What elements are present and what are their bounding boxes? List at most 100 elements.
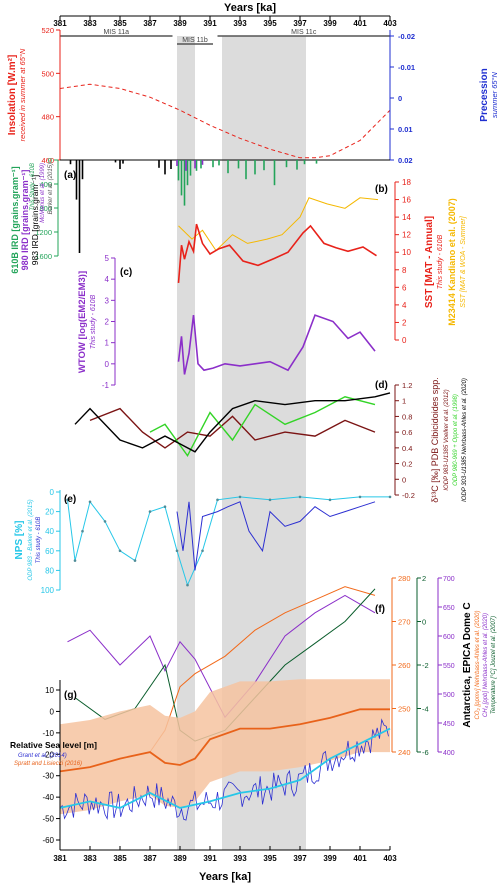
- wtow-axis-label: WTOW [log(EM2/EM3)]: [77, 271, 88, 373]
- rsl-grant-smooth-curve: [59, 727, 391, 809]
- rsl-tick-label: -30: [42, 772, 54, 781]
- temp-tick-label: 2: [422, 574, 426, 583]
- m23414-sst-curve: [178, 197, 379, 252]
- ird-983-source: Barker et al. (2015): [48, 163, 54, 214]
- top-x-axis: Years [ka] 381 383 385 387 389 391 393 395 397 39…: [53, 2, 397, 28]
- ird-tick-label: 1600: [35, 252, 52, 261]
- ch4-tick-label: 500: [443, 692, 455, 699]
- sst-tick-label: 16: [402, 196, 411, 205]
- sst-tick-label: 2: [402, 318, 407, 327]
- d13c-tick-label: 1: [402, 397, 406, 406]
- bottom-tick-label: 383: [83, 854, 97, 863]
- top-tick-labels: 381 383 385 387 389 391 393 395 397 399 401 403: [53, 16, 397, 28]
- ch4-tick-label: 650: [443, 605, 455, 612]
- ird-bar-610B: [285, 160, 288, 168]
- ird-bar-983: [119, 160, 121, 169]
- ird-983-label: 983 IRD [grains.gram⁻¹]: [30, 175, 40, 265]
- rsl-tick-label: -40: [42, 793, 54, 802]
- d13c-tick-label: 0.4: [402, 444, 412, 453]
- bottom-tick-label: 393: [233, 854, 247, 863]
- bottom-tick-label: 389: [173, 854, 187, 863]
- nps-983-point: [216, 498, 219, 502]
- wtow-tick-label: 4: [105, 275, 110, 284]
- temp-tick-label: 0: [422, 618, 426, 627]
- insolation-axis-label: Insolation [W.m²]: [7, 55, 18, 136]
- rsl-axis-label: Relative Sea level [m]: [10, 740, 97, 750]
- ird-bar-610B: [296, 160, 298, 170]
- d13c-u1385-curve: [74, 392, 391, 453]
- precession-tick-label: -0.02: [398, 32, 415, 41]
- sst-tick-label: 18: [402, 178, 411, 187]
- sst-tick-label: 8: [402, 266, 407, 275]
- nps-tick-label: 20: [45, 508, 54, 517]
- nps-983-point: [298, 495, 302, 499]
- ird-bar-980: [185, 160, 187, 171]
- temp-tick-label: -6: [422, 748, 429, 757]
- nps-tick-label: 100: [41, 586, 55, 595]
- wtow-tick-label: 0: [105, 360, 110, 369]
- sst-tick-label: 12: [402, 231, 411, 240]
- temp-tick-label: -2: [422, 661, 429, 670]
- ird-tick-label: 1200: [35, 228, 52, 237]
- top-tick-label: 397: [293, 19, 307, 28]
- nps-983-point: [175, 549, 179, 553]
- rsl-grant-curve: [59, 718, 389, 821]
- top-tick-label: 389: [173, 19, 187, 28]
- ird-bar-983: [75, 160, 78, 200]
- sst-curve: [177, 223, 377, 283]
- ird-bar-610B: [315, 160, 318, 164]
- nps-983-point: [133, 559, 137, 562]
- ird-bar-610B: [189, 160, 192, 176]
- nps-983-point: [186, 583, 189, 587]
- antarctica-axis-label: Antarctica, EPICA Dome C: [462, 602, 473, 727]
- panel-letter-g: (g): [64, 690, 77, 701]
- ird-bar-610B: [237, 160, 240, 169]
- nps-983-point: [148, 510, 152, 513]
- panel-letter-c: (c): [120, 267, 132, 278]
- co2-curve: [149, 586, 376, 753]
- insolation-tick-label: 460: [41, 156, 54, 165]
- rsl-tick-label: 10: [45, 686, 54, 695]
- nps-983-point: [88, 500, 92, 504]
- sst-tick-label: 14: [402, 213, 411, 222]
- panel-letter-a: (a): [64, 170, 76, 181]
- wtow-tick-label: 3: [105, 296, 110, 305]
- nps-983-point: [268, 498, 272, 502]
- nps-983-point: [103, 520, 107, 523]
- rsl-spratt-curve: [59, 708, 390, 773]
- ird-980-source: McManus et al. (1999): [40, 163, 46, 223]
- nps-source-610: This study - 610B: [36, 517, 42, 564]
- ird-bar-983: [170, 160, 172, 169]
- top-x-axis-title: Years [ka]: [224, 2, 276, 14]
- panel-letter-b: (b): [375, 184, 388, 195]
- ird-980-label: 980 IRD [grains.gram⁻¹]: [20, 170, 30, 271]
- ird-bar-610B: [195, 160, 198, 171]
- bottom-tick-label: 391: [203, 854, 217, 863]
- d13c-tick-label: 1.2: [402, 381, 412, 390]
- sst-axis-label: SST [MAT - Annual]: [424, 216, 435, 308]
- ch4-tick-label: 400: [443, 750, 455, 757]
- nps-tick-label: 80: [45, 566, 54, 575]
- ird-bar-610B: [218, 160, 220, 166]
- ird-610-source: This Study - 610B: [30, 163, 36, 211]
- nps-983-point: [238, 495, 242, 499]
- ird-bar-610B: [180, 160, 183, 196]
- wtow-tick-label: 2: [105, 318, 110, 327]
- ird-panel: 0 400 800 1200 1600 610B IRD [grains.gram⁻¹]…: [10, 156, 390, 274]
- sst-axis-sublabel: This study - 610B: [437, 234, 444, 289]
- precession-tick-label: 0.02: [398, 156, 413, 165]
- bottom-x-axis-title: Years [ka]: [199, 871, 251, 883]
- insolation-axis-sublabel: received in summer at 65°N: [18, 48, 27, 141]
- top-tick-label: 399: [323, 19, 337, 28]
- d13c-980-curve: [149, 396, 376, 458]
- panel-letter-f: (f): [375, 604, 385, 615]
- nps-983-point: [163, 505, 167, 509]
- nps-983-point: [328, 498, 332, 502]
- sst-tick-label: 6: [402, 283, 407, 292]
- insolation-tick-label: 500: [41, 69, 54, 78]
- top-tick-label: 383: [83, 19, 97, 28]
- top-tick-label: 385: [113, 19, 127, 28]
- nps-983-point: [73, 559, 77, 562]
- rsl-tick-label: -20: [42, 750, 54, 759]
- wtow-axis-sublabel: This study - 610B: [90, 294, 97, 349]
